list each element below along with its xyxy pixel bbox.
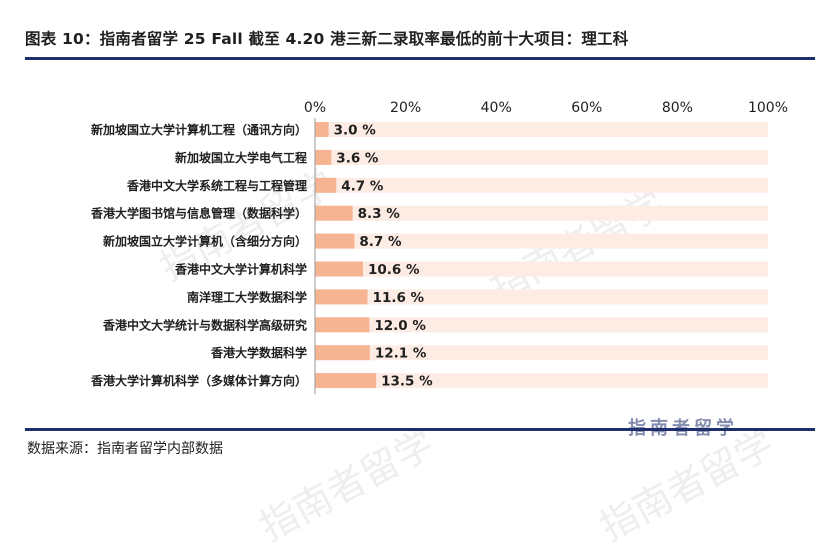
x-tick-label: 0%	[304, 100, 326, 116]
bar-track	[315, 177, 768, 193]
data-label: 4.7 %	[341, 178, 384, 194]
data-label: 3.0 %	[334, 123, 377, 139]
category-label: 香港中文大学统计与数据科学高级研究	[102, 317, 307, 332]
data-label: 8.3 %	[358, 206, 401, 222]
source-note: 数据来源：指南者留学内部数据	[27, 441, 223, 457]
chart-title: 图表 10：指南者留学 25 Fall 截至 4.20 港三新二录取率最低的前十…	[25, 30, 629, 48]
data-label: 8.7 %	[359, 234, 402, 250]
data-label: 12.0 %	[374, 318, 426, 334]
category-labels: 新加坡国立大学计算机工程（通讯方向） 新加坡国立大学电气工程香港中文大学系统工程与…	[90, 122, 307, 388]
x-tick-label: 20%	[390, 100, 421, 116]
bar	[315, 373, 377, 389]
bar	[315, 122, 329, 137]
bar	[315, 205, 353, 221]
bar	[315, 345, 370, 361]
bar-track	[315, 373, 768, 389]
bar-track	[315, 233, 768, 249]
bar	[315, 149, 332, 165]
category-label: 香港大学图书馆与信息管理（数据科学）	[90, 206, 307, 221]
data-label: 3.6 %	[336, 150, 379, 166]
bars	[315, 122, 377, 389]
bar-track	[315, 122, 768, 137]
bar-chart: 0% 20% 40% 60% 80% 100% 新加坡国立大学计算机工程（通讯方向）新加坡…	[90, 100, 788, 395]
data-label: 11.6 %	[373, 290, 425, 306]
bar-track	[315, 289, 768, 305]
data-labels: 3.0 % 3.6 % 4.7 % 8.3 % 8.7 % 10.6 % 11.6 % 12.…	[334, 123, 434, 390]
category-label: 香港大学计算机科学（多媒体计算方向）	[90, 373, 307, 388]
category-label: 香港中文大学计算机科学	[174, 262, 307, 277]
category-label: 南洋理工大学数据科学	[187, 289, 307, 304]
bar	[315, 289, 368, 305]
x-tick-label: 40%	[481, 100, 512, 116]
bar-track	[315, 205, 768, 221]
data-label: 10.6 %	[368, 262, 420, 278]
bar-track	[315, 149, 768, 165]
category-label: 香港大学数据科学	[210, 345, 307, 360]
x-axis-ticks: 0% 20% 40% 60% 80% 100%	[304, 100, 788, 116]
x-tick-label: 60%	[571, 100, 602, 116]
bar	[315, 261, 364, 277]
x-tick-label: 80%	[662, 100, 693, 116]
bar	[315, 177, 337, 193]
bar	[315, 233, 355, 249]
bottom-rule	[25, 428, 815, 431]
data-label: 12.1 %	[375, 346, 427, 362]
category-label: 新加坡国立大学电气工程	[175, 150, 307, 165]
bar-track	[315, 261, 768, 277]
category-label: 香港中文大学系统工程与工程管理	[126, 178, 307, 193]
data-label: 13.5 %	[381, 374, 433, 390]
top-rule	[25, 57, 815, 60]
x-tick-label: 100%	[748, 100, 788, 116]
bar-track	[315, 345, 768, 361]
category-label: 新加坡国立大学计算机工程（通讯方向）	[91, 122, 307, 137]
bar-track	[315, 317, 768, 333]
category-label: 新加坡国立大学计算机（含细分方向）	[103, 234, 307, 249]
bar-tracks	[315, 122, 768, 389]
bar	[315, 317, 370, 333]
